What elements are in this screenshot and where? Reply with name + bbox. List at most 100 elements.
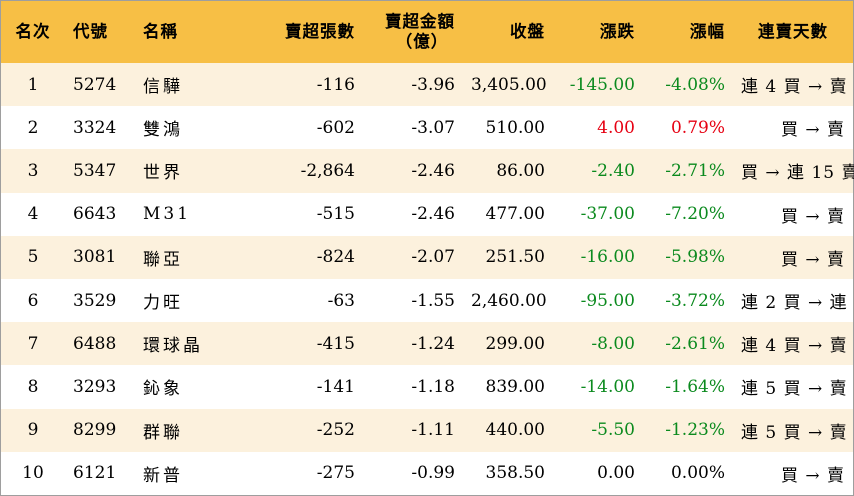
cell-change: 4.00 [597,117,635,138]
cell-rank: 7 [27,333,39,354]
header-change: 漲跌 [600,22,635,41]
cell-code: 3081 [73,247,117,268]
header-net-sell-amount: 賣超金額 （億） [363,1,463,63]
cell-change-pct: -1.64% [665,376,725,397]
cell-name: 聯亞 [143,249,183,270]
table-row: 7 6488 環球晶 -415 -1.24 299.00 -8.00 -2.61% 連 4 買 … [1,322,853,366]
cell-rank: 2 [27,117,39,138]
table-row: 9 8299 群聯 -252 -1.11 440.00 -5.50 -1.23% 連 5 買 →… [1,408,853,452]
cell-change: -5.50 [591,420,635,441]
cell-rank: 1 [27,74,39,95]
cell-change-pct: 0.79% [670,117,725,138]
cell-streak: 買 → 連 15 賣 [741,163,854,184]
header-rank: 名次 [15,22,51,41]
cell-close: 839.00 [485,376,545,397]
cell-change: -145.00 [569,74,635,95]
cell-net-sell-amount: -3.07 [411,117,455,138]
table-row: 10 6121 新普 -275 -0.99 358.50 0.00 0.00% 買 → 賣 [1,451,853,495]
cell-net-sell-amount: -1.24 [411,333,455,354]
cell-code: 3324 [73,117,117,138]
cell-net-sell-lots: -515 [316,204,355,225]
header-row: 名次 代號 名稱 賣超張數 賣超金額 （億） 收盤 漲跌 漲幅 連賣天數 [1,1,853,63]
cell-net-sell-amount: -3.96 [411,74,455,95]
cell-net-sell-amount: -1.55 [411,290,455,311]
cell-net-sell-lots: -602 [316,117,355,138]
cell-net-sell-amount: -0.99 [411,463,455,484]
cell-rank: 6 [27,290,39,311]
cell-close: 477.00 [485,204,545,225]
cell-change-pct: -3.72% [665,290,725,311]
table-row: 1 5274 信驊 -116 -3.96 3,405.00 -145.00 -4.08% 連 4… [1,63,853,107]
cell-code: 3293 [73,376,117,397]
cell-code: 6643 [73,204,117,225]
cell-streak: 連 5 買 → 賣 [741,422,848,443]
cell-change: -37.00 [580,204,635,225]
cell-change-pct: -1.23% [665,420,725,441]
cell-net-sell-lots: -63 [327,290,355,311]
cell-net-sell-lots: -252 [316,420,355,441]
table-row: 2 3324 雙鴻 -602 -3.07 510.00 4.00 0.79% 買 → 賣 [1,106,853,150]
cell-net-sell-amount: -1.11 [411,420,455,441]
cell-close: 3,405.00 [471,74,547,95]
cell-name: 力旺 [143,293,183,314]
cell-change: 0.00 [597,463,635,484]
cell-net-sell-lots: -116 [316,74,355,95]
cell-change: -14.00 [580,376,635,397]
cell-name: 新普 [143,465,183,486]
cell-name: 鈊象 [143,379,183,400]
cell-rank: 10 [22,463,44,484]
cell-net-sell-lots: -824 [316,247,355,268]
cell-rank: 4 [27,204,39,225]
cell-rank: 8 [27,376,39,397]
cell-close: 86.00 [496,160,545,181]
cell-change-pct: 0.00% [670,463,725,484]
cell-change: -2.40 [591,160,635,181]
header-code: 代號 [73,22,108,41]
cell-rank: 9 [27,420,39,441]
cell-name: 雙鴻 [143,120,183,141]
cell-rank: 5 [27,247,39,268]
cell-streak: 連 4 買 → 賣 [741,336,848,357]
cell-streak: 買 → 賣 [780,120,845,141]
table-row: 4 6643 M31 -515 -2.46 477.00 -37.00 -7.20% 買 → 賣 [1,192,853,236]
header-net-sell-amount-line2: （億） [395,32,449,51]
cell-net-sell-lots: -141 [316,376,355,397]
cell-code: 3529 [73,290,117,311]
cell-streak: 連 2 買 → 連 2 賣 [741,293,854,314]
cell-net-sell-lots: -2,864 [300,160,355,181]
cell-streak: 連 4 買 → 賣 [741,77,848,98]
table-row: 8 3293 鈊象 -141 -1.18 839.00 -14.00 -1.64% 連 5 買 … [1,365,853,409]
cell-change: -16.00 [580,247,635,268]
cell-name: 世界 [143,163,183,184]
cell-net-sell-lots: -275 [316,463,355,484]
header-streak: 連賣天數 [758,22,828,41]
cell-close: 251.50 [485,247,545,268]
cell-code: 8299 [73,420,117,441]
cell-change: -8.00 [591,333,635,354]
table-header: 名次 代號 名稱 賣超張數 賣超金額 （億） 收盤 漲跌 漲幅 連賣天數 [1,1,853,63]
cell-code: 5347 [73,160,117,181]
cell-net-sell-amount: -2.46 [411,160,455,181]
header-close: 收盤 [510,22,545,41]
cell-streak: 買 → 賣 [780,465,845,486]
cell-change: -95.00 [580,290,635,311]
cell-change-pct: -2.61% [665,333,725,354]
table-body: 1 5274 信驊 -116 -3.96 3,405.00 -145.00 -4.08% 連 4… [1,63,854,495]
cell-close: 440.00 [485,420,545,441]
cell-code: 5274 [73,74,117,95]
table-row: 6 3529 力旺 -63 -1.55 2,460.00 -95.00 -3.72% 連 2 買… [1,278,854,323]
cell-streak: 連 5 買 → 賣 [741,379,848,400]
header-name: 名稱 [143,22,178,41]
cell-net-sell-amount: -2.46 [411,204,455,225]
cell-name: 群聯 [143,422,183,443]
cell-rank: 3 [27,160,39,181]
table-row: 3 5347 世界 -2,864 -2.46 86.00 -2.40 -2.71% 買 → 連 … [1,149,854,193]
cell-name: 信驊 [143,77,183,98]
cell-change-pct: -2.71% [665,160,725,181]
header-net-sell-amount-line1: 賣超金額 [385,12,455,31]
cell-name: M31 [143,204,192,225]
cell-net-sell-amount: -2.07 [411,247,455,268]
cell-close: 299.00 [485,333,545,354]
